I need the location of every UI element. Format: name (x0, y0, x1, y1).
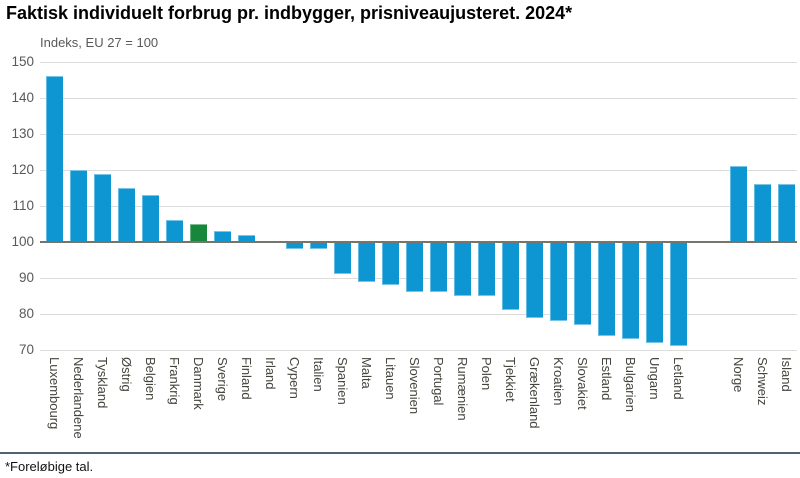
x-label-malta: Malta (359, 357, 374, 389)
x-label-estland: Estland (599, 357, 614, 401)
y-tick-80: 80 (18, 306, 34, 321)
gridline-70 (40, 350, 797, 351)
x-label-danmark: Danmark (191, 357, 206, 410)
y-tick-120: 120 (11, 162, 34, 177)
y-tick-90: 90 (18, 270, 34, 285)
footnote: *Foreløbige tal. (5, 459, 94, 474)
x-label-norge: Norge (731, 357, 746, 393)
axis-unit-label: Indeks, EU 27 = 100 (40, 35, 159, 50)
bar--strig (117, 188, 135, 242)
x-label-tyskland: Tyskland (95, 357, 110, 409)
bar-portugal (429, 242, 447, 293)
bar-rum-nien (453, 242, 471, 296)
chart-title: Faktisk individuelt forbrug pr. indbygge… (6, 3, 573, 23)
bar-belgien (141, 195, 159, 242)
bar-letland (669, 242, 687, 347)
x-label-cypern: Cypern (287, 357, 302, 399)
bar-estland (597, 242, 615, 336)
bar-slovakiet (573, 242, 591, 325)
x-label-ungarn: Ungarn (647, 357, 662, 400)
bar-bulgarien (621, 242, 639, 340)
y-tick-150: 150 (11, 54, 34, 69)
x-label--strig: Østrig (119, 357, 134, 392)
bar-tyskland (93, 173, 111, 242)
x-label-kroatien: Kroatien (551, 357, 566, 406)
x-label-spanien: Spanien (335, 357, 350, 405)
y-tick-140: 140 (11, 90, 34, 105)
bar-frankrig (165, 220, 183, 242)
bar-malta (357, 242, 375, 282)
footer-divider (0, 452, 800, 454)
x-label-letland: Letland (671, 357, 686, 400)
bar-danmark (189, 224, 207, 242)
bar-luxembourg (45, 76, 63, 242)
gridline-150 (40, 62, 797, 63)
x-label-sverige: Sverige (215, 357, 230, 402)
gridline-80 (40, 314, 797, 315)
x-label-italien: Italien (311, 357, 326, 392)
gridline-130 (40, 134, 797, 135)
bar-italien (309, 242, 327, 250)
x-label-rum-nien: Rumænien (455, 357, 470, 421)
bar-spanien (333, 242, 351, 275)
x-label-schweiz: Schweiz (755, 357, 770, 406)
bar-sverige (213, 231, 231, 242)
x-label-tjekkiet: Tjekkiet (503, 357, 518, 402)
x-label-gr-kenland: Grækenland (527, 357, 542, 429)
bar-norge (729, 166, 747, 242)
y-tick-130: 130 (11, 126, 34, 141)
bar-finland (237, 234, 255, 242)
x-label-slovakiet: Slovakiet (575, 357, 590, 410)
bar-gr-kenland (525, 242, 543, 318)
gridline-120 (40, 170, 797, 171)
bar-island (777, 184, 795, 242)
x-label-frankrig: Frankrig (167, 357, 182, 405)
y-tick-110: 110 (12, 198, 34, 213)
x-label-litauen: Litauen (383, 357, 398, 400)
baseline-100 (40, 241, 797, 243)
plot-area (40, 62, 797, 351)
x-label-island: Island (779, 357, 794, 392)
x-label-finland: Finland (239, 357, 254, 400)
bar-slovenien (405, 242, 423, 293)
x-label-luxembourg: Luxembourg (47, 357, 62, 430)
y-axis: 150 140 130 120 110 100 90 80 70 (0, 54, 34, 357)
x-label-bulgarien: Bulgarien (623, 357, 638, 412)
bar-schweiz (753, 184, 771, 242)
x-label-polen: Polen (479, 357, 494, 391)
x-label-nederlandene: Nederlandene (71, 357, 86, 439)
bar-polen (477, 242, 495, 296)
gridline-140 (40, 98, 797, 99)
x-label-slovenien: Slovenien (407, 357, 422, 415)
x-label-belgien: Belgien (143, 357, 158, 401)
gridline-110 (40, 206, 797, 207)
bar-cypern (285, 242, 303, 250)
y-tick-100: 100 (11, 234, 34, 249)
bar-ungarn (645, 242, 663, 343)
bar-litauen (381, 242, 399, 286)
y-tick-70: 70 (18, 342, 34, 357)
x-label-irland: Irland (263, 357, 278, 390)
bar-nederlandene (69, 170, 87, 242)
x-label-portugal: Portugal (431, 357, 446, 406)
bar-kroatien (549, 242, 567, 322)
bar-tjekkiet (501, 242, 519, 311)
